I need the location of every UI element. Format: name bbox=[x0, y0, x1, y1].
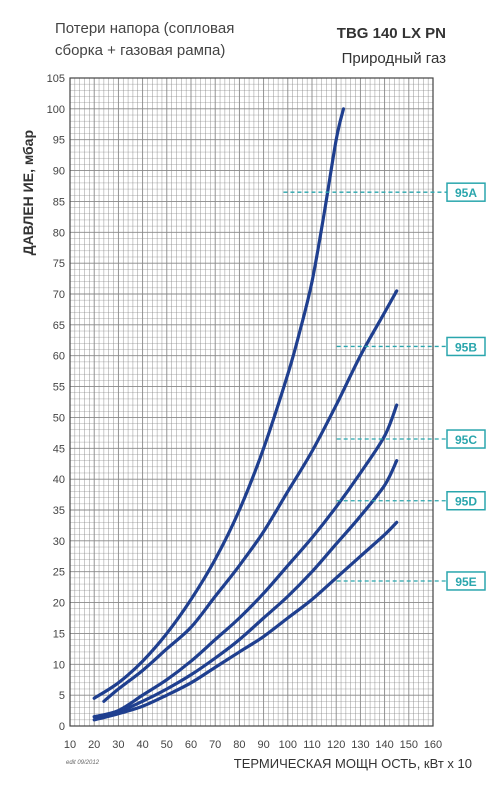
series-label-95e: 95E bbox=[455, 575, 476, 589]
series-label-95b: 95B bbox=[455, 340, 477, 354]
x-tick-label: 130 bbox=[351, 739, 369, 751]
x-tick-label: 30 bbox=[112, 739, 124, 751]
edition-stamp: edit 09/2012 bbox=[66, 760, 100, 766]
y-tick-label: 50 bbox=[53, 412, 65, 424]
series-label-95a: 95A bbox=[455, 186, 477, 200]
y-tick-label: 10 bbox=[53, 659, 65, 671]
x-tick-label: 10 bbox=[64, 739, 76, 751]
x-tick-label: 70 bbox=[209, 739, 221, 751]
series-label-box-95b bbox=[446, 336, 486, 357]
y-tick-label: 100 bbox=[47, 104, 65, 116]
x-tick-label: 100 bbox=[279, 739, 297, 751]
y-tick-label: 85 bbox=[53, 196, 65, 208]
fuel-type: Природный газ bbox=[341, 50, 446, 67]
y-tick-label: 30 bbox=[53, 536, 65, 548]
x-tick-label: 40 bbox=[136, 739, 148, 751]
burner-model: TBG 140 LX PN bbox=[336, 25, 446, 42]
y-tick-label: 75 bbox=[53, 258, 65, 270]
y-tick-label: 15 bbox=[53, 628, 65, 640]
y-tick-label: 40 bbox=[53, 474, 65, 486]
y-tick-label: 55 bbox=[53, 382, 65, 394]
y-tick-label: 35 bbox=[53, 505, 65, 517]
series-label-box-95a bbox=[446, 182, 486, 202]
x-axis-label: ТЕРМИЧЕСКАЯ МОЩН ОСТЬ, кВт х 10 bbox=[233, 756, 472, 771]
x-tick-label: 60 bbox=[185, 739, 197, 751]
y-tick-label: 5 bbox=[59, 690, 65, 702]
y-tick-label: 80 bbox=[53, 227, 65, 239]
x-tick-label: 110 bbox=[303, 739, 321, 751]
chart-note: Потери напора (сопловая сборка + газовая… bbox=[55, 20, 235, 59]
y-tick-label: 0 bbox=[59, 721, 65, 733]
series-label-95c: 95C bbox=[455, 433, 477, 447]
y-tick-label: 25 bbox=[53, 567, 65, 579]
y-tick-label: 45 bbox=[53, 443, 65, 455]
y-tick-label: 20 bbox=[53, 598, 65, 610]
x-tick-label: 140 bbox=[375, 739, 393, 751]
y-tick-label: 95 bbox=[53, 135, 65, 147]
series-line-95e bbox=[92, 520, 399, 722]
x-tick-label: 150 bbox=[400, 739, 418, 751]
x-tick-label: 50 bbox=[161, 739, 173, 751]
y-tick-label: 105 bbox=[47, 73, 65, 85]
plot-frame bbox=[69, 77, 434, 727]
y-tick-label: 60 bbox=[53, 351, 65, 363]
y-tick-label: 90 bbox=[53, 166, 65, 178]
series-label-95d: 95D bbox=[455, 495, 477, 509]
x-tick-label: 120 bbox=[327, 739, 345, 751]
series-line-95b bbox=[102, 289, 399, 703]
x-tick-label: 80 bbox=[233, 739, 245, 751]
y-tick-label: 70 bbox=[53, 289, 65, 301]
series-line-95c bbox=[92, 403, 399, 719]
x-tick-label: 90 bbox=[257, 739, 269, 751]
series-line-95d bbox=[92, 459, 399, 719]
series-label-box-95c bbox=[446, 429, 486, 449]
series-line-95a bbox=[92, 107, 346, 700]
series-label-box-95d bbox=[446, 490, 486, 511]
series-label-box-95e bbox=[446, 571, 486, 591]
y-tick-label: 65 bbox=[53, 320, 65, 332]
x-tick-label: 160 bbox=[424, 739, 442, 751]
x-tick-label: 20 bbox=[88, 739, 100, 751]
